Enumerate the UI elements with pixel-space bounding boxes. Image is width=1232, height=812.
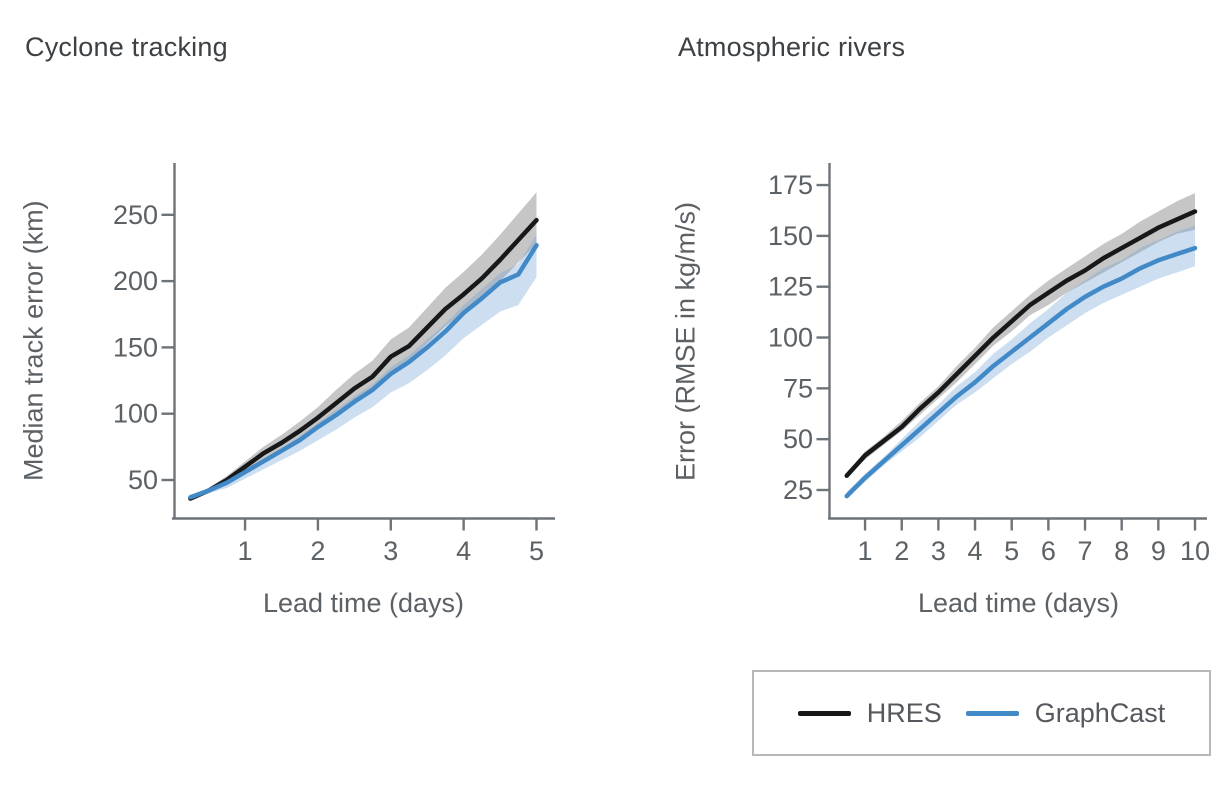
y-tick-label: 125 xyxy=(768,272,813,302)
y-tick-label: 175 xyxy=(768,170,813,200)
y-tick-label: 50 xyxy=(128,465,158,495)
x-tick-label: 10 xyxy=(1180,536,1210,566)
y-tick-label: 200 xyxy=(113,266,158,296)
x-tick-label: 4 xyxy=(968,536,983,566)
x-tick-label: 5 xyxy=(1004,536,1019,566)
y-tick-label: 100 xyxy=(113,399,158,429)
graphcast-legend-label: GraphCast xyxy=(1034,697,1166,728)
x-tick-label: 6 xyxy=(1041,536,1056,566)
y-tick-label: 150 xyxy=(768,221,813,251)
hres-legend-label: HRES xyxy=(866,697,942,728)
cyclone-chart-title: Cyclone tracking xyxy=(25,32,228,62)
x-tick-label: 3 xyxy=(931,536,946,566)
hres-uncertainty-band xyxy=(190,192,537,500)
legend-box: HRES GraphCast xyxy=(752,670,1211,756)
legend-item-hres: HRES xyxy=(797,697,942,729)
rivers-x-axis-label: Lead time (days) xyxy=(917,588,1120,618)
x-tick-label: 2 xyxy=(310,536,325,566)
hres-line xyxy=(844,209,1198,479)
y-tick-label: 250 xyxy=(113,200,158,230)
y-tick-label: 75 xyxy=(783,373,813,403)
x-tick-label: 7 xyxy=(1078,536,1093,566)
graphcast-line xyxy=(844,245,1198,499)
cyclone-x-axis-label: Lead time (days) xyxy=(262,588,465,618)
y-tick-label: 50 xyxy=(783,424,813,454)
graphcast-line xyxy=(188,243,539,500)
x-tick-label: 9 xyxy=(1151,536,1166,566)
x-tick-label: 2 xyxy=(894,536,909,566)
hres-line xyxy=(188,217,539,501)
y-tick-label: 25 xyxy=(783,475,813,505)
hres-uncertainty-band xyxy=(846,193,1195,478)
graphcast-uncertainty-band xyxy=(846,225,1195,499)
x-tick-label: 5 xyxy=(529,536,544,566)
x-tick-label: 1 xyxy=(238,536,253,566)
x-tick-label: 8 xyxy=(1114,536,1129,566)
y-tick-label: 150 xyxy=(113,332,158,362)
legend-item-graphcast: GraphCast xyxy=(965,697,1166,729)
hres-line-swatch xyxy=(797,710,851,716)
atmospheric-rivers-chart-title: Atmospheric rivers xyxy=(678,32,906,62)
x-tick-label: 1 xyxy=(858,536,873,566)
y-tick-label: 100 xyxy=(768,323,813,353)
x-tick-label: 4 xyxy=(456,536,471,566)
x-tick-label: 3 xyxy=(383,536,398,566)
graphcast-line-swatch xyxy=(965,710,1019,716)
